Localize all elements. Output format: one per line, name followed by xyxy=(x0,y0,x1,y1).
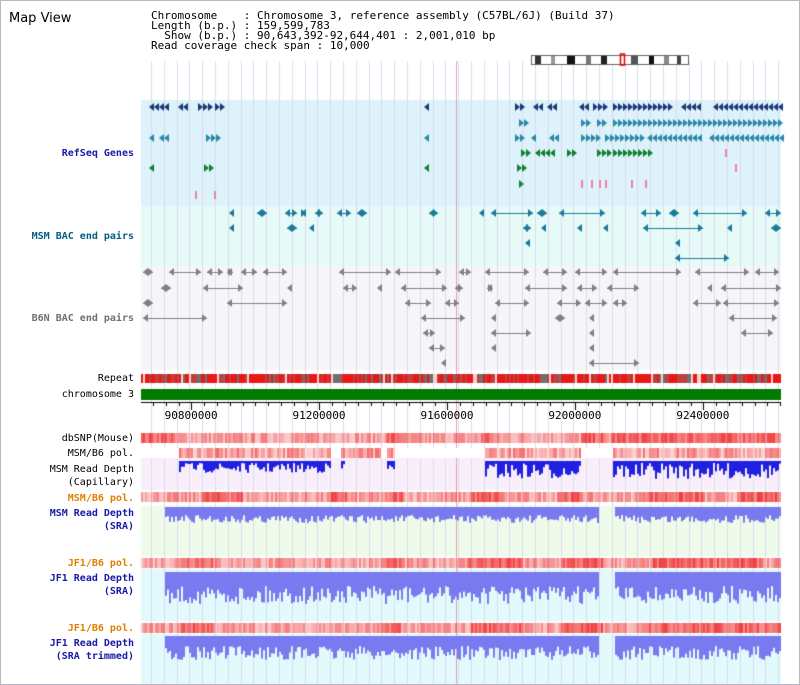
chromosome-row: Chromosome : Chromosome 3, reference ass… xyxy=(151,9,615,22)
show-value: 90,643,392-92,644,401 : 2,001,010 bp xyxy=(256,29,496,42)
axis-tick-label: 92400000 xyxy=(676,409,730,422)
track-label-line: chromosome 3 xyxy=(61,389,134,400)
track-label-line: MSM Read Depth xyxy=(49,508,134,519)
axis-tick-label: 92000000 xyxy=(548,409,602,422)
length-key: Length (b.p.) xyxy=(151,19,238,32)
chromosome-value: Chromosome 3, reference assembly (C57BL/… xyxy=(256,9,615,22)
track-label-line: dbSNP(Mouse) xyxy=(61,433,134,444)
track-label-line: (Capillary) xyxy=(67,477,134,488)
track-label-line: JF1/B6 pol. xyxy=(67,623,134,634)
track-label-line: JF1 Read Depth xyxy=(49,573,134,584)
coverage-row: Read coverage check span : 10,000 xyxy=(151,39,370,52)
view-title: Map View xyxy=(9,11,72,26)
length-row: Length (b.p.) : 159,599,783 xyxy=(151,19,330,32)
coverage-value: 10,000 xyxy=(329,39,370,52)
track-label-jf1-depth-sra[interactable]: JF1 Read Depth (SRA) xyxy=(50,572,134,598)
track-label-dbsnp[interactable]: dbSNP(Mouse) xyxy=(62,432,134,445)
coverage-key: Read coverage check span xyxy=(151,39,310,52)
chromosome-key: Chromosome xyxy=(151,9,218,22)
track-label-msm-b6-pol-2[interactable]: MSM/B6 pol. xyxy=(68,492,134,505)
track-label-jf1-b6-pol-1[interactable]: JF1/B6 pol. xyxy=(68,557,134,570)
track-label-refseq[interactable]: RefSeq Genes xyxy=(62,147,134,160)
track-label-msm-depth-sra[interactable]: MSM Read Depth (SRA) xyxy=(50,507,134,533)
track-label-line: (SRA) xyxy=(103,521,134,532)
track-label-msm-bac[interactable]: MSM BAC end pairs xyxy=(32,230,134,243)
show-row: Show (b.p.) : 90,643,392-92,644,401 : 2,… xyxy=(151,29,496,42)
track-label-line: (SRA) xyxy=(103,586,134,597)
axis-tick-label: 91600000 xyxy=(420,409,474,422)
track-label-chromosome[interactable]: chromosome 3 xyxy=(62,388,134,401)
track-label-line: Repeat xyxy=(97,373,134,384)
track-label-line: MSM/B6 pol. xyxy=(67,493,134,504)
track-label-line: MSM/B6 pol. xyxy=(67,448,134,459)
track-label-line: RefSeq Genes xyxy=(61,148,134,159)
track-label-repeat[interactable]: Repeat xyxy=(98,372,134,385)
track-label-line: MSM Read Depth xyxy=(49,464,134,475)
track-label-jf1-b6-pol-2[interactable]: JF1/B6 pol. xyxy=(68,622,134,635)
track-label-line: JF1 Read Depth xyxy=(49,638,134,649)
track-label-line: MSM BAC end pairs xyxy=(31,231,134,242)
axis-tick-label: 90800000 xyxy=(164,409,218,422)
axis-tick-label: 91200000 xyxy=(292,409,346,422)
track-label-line: (SRA trimmed) xyxy=(55,651,134,662)
track-label-line: JF1/B6 pol. xyxy=(67,558,134,569)
length-value: 159,599,783 xyxy=(256,19,330,32)
region-info: Chromosome : Chromosome 3, reference ass… xyxy=(151,9,615,52)
track-label-line: B6N BAC end pairs xyxy=(31,313,134,324)
track-label-msm-depth-cap[interactable]: MSM Read Depth (Capillary) xyxy=(50,463,134,489)
track-label-jf1-depth-trim[interactable]: JF1 Read Depth (SRA trimmed) xyxy=(50,637,134,663)
show-key: Show (b.p.) xyxy=(151,29,238,42)
track-label-msm-b6-pol-1[interactable]: MSM/B6 pol. xyxy=(68,447,134,460)
track-label-b6n-bac[interactable]: B6N BAC end pairs xyxy=(32,312,134,325)
